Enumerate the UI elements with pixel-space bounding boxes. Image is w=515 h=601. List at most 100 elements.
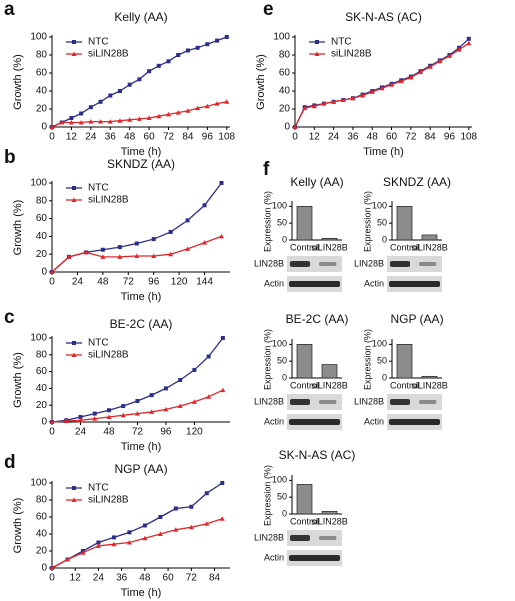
x-tick-label: 96 (202, 132, 214, 143)
point (173, 506, 178, 511)
x-tick-label: 144 (196, 277, 213, 288)
point (220, 336, 225, 340)
point (168, 229, 173, 234)
point (292, 124, 298, 129)
y-tick-label: 100 (372, 201, 387, 211)
point (66, 254, 72, 259)
point (134, 241, 139, 246)
point (137, 77, 142, 82)
y-tick-label: 60 (36, 68, 48, 79)
x-axis-label: Time (h) (121, 291, 162, 303)
point (166, 59, 171, 64)
y-tick-label: 100 (30, 178, 47, 189)
x-tick-label: 108 (460, 132, 477, 143)
blot-label: LIN28B (354, 258, 384, 268)
y-tick-label: 0 (41, 267, 47, 278)
bar (421, 375, 438, 379)
y-axis-label: Expression (%) (362, 191, 372, 252)
blot-band (290, 535, 310, 541)
panel-label: e (263, 0, 274, 20)
bar (321, 364, 338, 379)
point (178, 378, 183, 382)
point (49, 124, 55, 129)
point (188, 524, 194, 530)
point (311, 103, 317, 109)
blot-background (287, 394, 342, 410)
blot-band (389, 419, 440, 425)
y-axis-label: Expression (%) (262, 191, 272, 252)
y-tick-label: 20 (36, 400, 48, 411)
point (176, 53, 181, 57)
x-tick-label: 96 (160, 427, 172, 438)
point (446, 53, 452, 58)
x-tick-label: 72 (163, 132, 175, 143)
point (136, 116, 142, 121)
point (92, 416, 98, 421)
legend-marker (314, 51, 320, 56)
y-axis-label: Expression (%) (262, 329, 272, 390)
x-axis-label: Time (h) (121, 441, 162, 453)
point (78, 120, 84, 125)
blot-background (287, 256, 342, 272)
y-tick-label: 20 (36, 546, 48, 557)
point (202, 240, 208, 245)
point (146, 115, 152, 120)
y-tick-label: 0 (282, 234, 287, 244)
point (68, 120, 74, 125)
point (127, 530, 132, 535)
series-line (51, 482, 223, 569)
x-axis-label: Time (h) (121, 146, 162, 158)
point (127, 82, 132, 87)
point (166, 111, 172, 117)
point (466, 36, 471, 41)
legend-marker (315, 40, 319, 44)
legend-marker (71, 51, 77, 56)
y-tick-label: 100 (30, 478, 47, 489)
x-tick-label: 48 (139, 573, 151, 584)
point (157, 531, 163, 536)
y-tick-label: 80 (36, 349, 48, 360)
legend-label: NTC (88, 483, 109, 494)
y-tick-label: 60 (279, 68, 291, 79)
point (331, 99, 337, 104)
y-tick-label: 80 (279, 50, 291, 61)
point (88, 105, 93, 110)
point (98, 119, 104, 124)
x-tick-label: 84 (209, 573, 221, 584)
legend-label: siLIN28B (88, 195, 129, 206)
y-tick-label: 0 (41, 563, 47, 574)
x-tick-label: 120 (171, 277, 188, 288)
y-tick-label: 100 (30, 333, 47, 344)
x-tick-label: 36 (347, 132, 359, 143)
series-line (51, 182, 223, 273)
x-tick-label: 48 (103, 427, 115, 438)
y-tick-label: 50 (377, 356, 387, 366)
x-tick-label: 0 (49, 427, 55, 438)
x-tick-label: siLIN28B (411, 380, 448, 390)
blot-band (419, 400, 437, 404)
point (219, 516, 225, 521)
legend-label: NTC (88, 37, 109, 48)
point (96, 540, 101, 545)
point (117, 118, 123, 123)
point (149, 393, 154, 398)
point (49, 419, 55, 424)
bar (296, 344, 313, 379)
y-tick-label: 80 (36, 195, 48, 206)
point (69, 116, 74, 120)
legend-label: NTC (88, 183, 109, 194)
point (78, 414, 83, 419)
point (189, 504, 194, 509)
series-line (51, 337, 224, 423)
point (195, 105, 201, 111)
legend-label: siLIN28B (88, 495, 129, 506)
point (163, 386, 168, 391)
x-tick-label: siLIN28B (411, 242, 448, 252)
y-tick-label: 100 (272, 475, 287, 485)
point (379, 85, 385, 91)
blot-label: Actin (364, 278, 384, 288)
point (147, 69, 152, 74)
point (206, 354, 211, 359)
x-tick-label: Control (290, 242, 319, 252)
point (98, 99, 103, 104)
